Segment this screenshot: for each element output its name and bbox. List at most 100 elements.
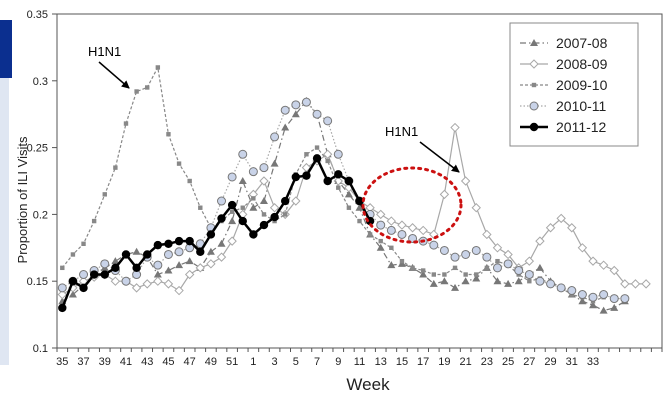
data-point [145,85,150,90]
x-tick-label: 11 [354,356,365,368]
data-point [429,240,439,250]
data-point [378,238,383,244]
data-point [408,233,418,243]
data-point [134,89,139,94]
x-tick-label: 7 [314,356,320,368]
data-point [301,97,311,107]
data-point [599,290,609,300]
data-point [333,149,343,159]
data-point [440,277,449,285]
x-tick-label: 39 [99,356,111,368]
data-point [472,274,481,282]
data-point [429,279,438,287]
legend-label: 2010-11 [556,98,607,114]
data-point [355,203,364,211]
data-point [567,286,577,296]
x-tick-label: 45 [162,356,174,368]
legend-item: 2011-12 [520,119,607,135]
data-point [302,171,311,180]
data-point [431,272,436,277]
data-point [386,216,397,226]
data-point [578,297,587,305]
data-point [91,218,97,224]
left-edge-strip [0,0,12,365]
legend-label: 2011-12 [556,119,607,135]
data-point [535,236,545,246]
data-point [641,279,651,289]
data-point [529,122,539,132]
legend-item: 2009-10 [520,77,608,93]
x-tick-label: 49 [205,356,217,368]
data-point [132,263,141,273]
data-point [227,172,237,182]
data-point [524,256,535,266]
data-point [531,82,537,88]
data-point [588,292,598,302]
x-tick-label: 47 [184,356,196,368]
data-point [100,259,110,269]
data-point [58,303,67,313]
data-point [291,110,300,118]
data-point [529,59,539,69]
x-tick-label: 51 [226,356,238,368]
data-point [503,259,513,269]
series-2011-12 [58,154,375,313]
data-point [198,205,203,210]
data-point [238,149,248,159]
data-point [164,239,173,248]
data-point [217,214,226,223]
x-tick-label: 17 [417,356,429,368]
annotation-h1n1-right: H1N1 [385,124,418,139]
data-point [79,270,89,280]
data-point [452,265,458,271]
data-point [100,270,109,279]
data-point [187,178,192,184]
data-point [270,159,279,167]
data-point [450,252,460,262]
legend-item: 2010-11 [520,98,607,114]
annotation-h1n1-left: H1N1 [88,44,121,59]
data-point [111,263,120,273]
data-point [153,240,163,250]
data-point [81,241,86,246]
data-point [184,269,195,280]
data-point [503,249,513,260]
data-point [376,243,385,251]
data-point [492,243,503,253]
data-point [407,223,418,233]
x-tick-label: 21 [460,356,472,368]
data-point [123,121,129,126]
data-point [535,263,544,271]
annotation-arrow-left [98,61,130,89]
series-2010-11 [57,97,630,304]
data-point [334,170,343,179]
data-point [176,161,182,166]
data-point [111,257,120,265]
data-point [556,213,566,224]
data-point [344,176,354,186]
data-point [442,272,447,277]
data-point [399,258,405,264]
highlight-circle [361,166,463,244]
data-point [535,276,545,286]
x-tick-label: 25 [502,356,514,368]
data-point [196,247,205,257]
data-point [323,116,333,126]
data-point [410,265,415,271]
x-tick-label: 13 [375,356,387,368]
data-point [153,260,163,270]
data-point [113,165,118,170]
data-point [163,279,174,289]
data-point [153,270,162,278]
data-point [174,247,184,257]
data-point [163,249,173,259]
data-point [630,279,641,289]
data-point [471,203,481,213]
data-point [185,257,194,265]
legend: 2007-08 2008-09 2009-10 2010-11 2011-12 [509,22,639,147]
data-point [228,217,237,225]
data-point [206,259,216,269]
data-point [314,145,320,150]
x-tick-label: 15 [396,356,408,368]
data-point [493,277,502,285]
